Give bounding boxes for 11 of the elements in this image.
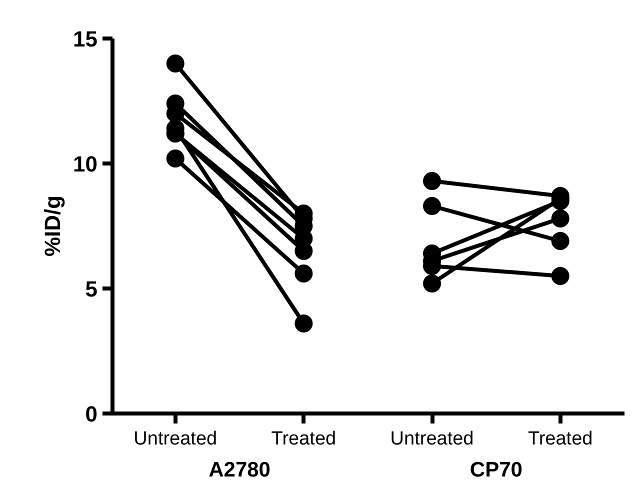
y-tick-label: 0 bbox=[85, 402, 98, 426]
text: A2780 bbox=[208, 458, 270, 482]
x-tick-label: Untreated bbox=[134, 428, 218, 450]
text: CP70 bbox=[470, 458, 522, 482]
x-tick-label: Untreated bbox=[390, 428, 474, 450]
y-tick-label: 10 bbox=[73, 152, 98, 176]
y-axis-title: %ID/g bbox=[40, 195, 66, 257]
y-tick-label: 5 bbox=[85, 276, 98, 302]
y-tick-label: 15 bbox=[73, 26, 98, 52]
x-tick-label: Treated bbox=[271, 428, 336, 450]
x-tick-label: Treated bbox=[528, 428, 593, 450]
